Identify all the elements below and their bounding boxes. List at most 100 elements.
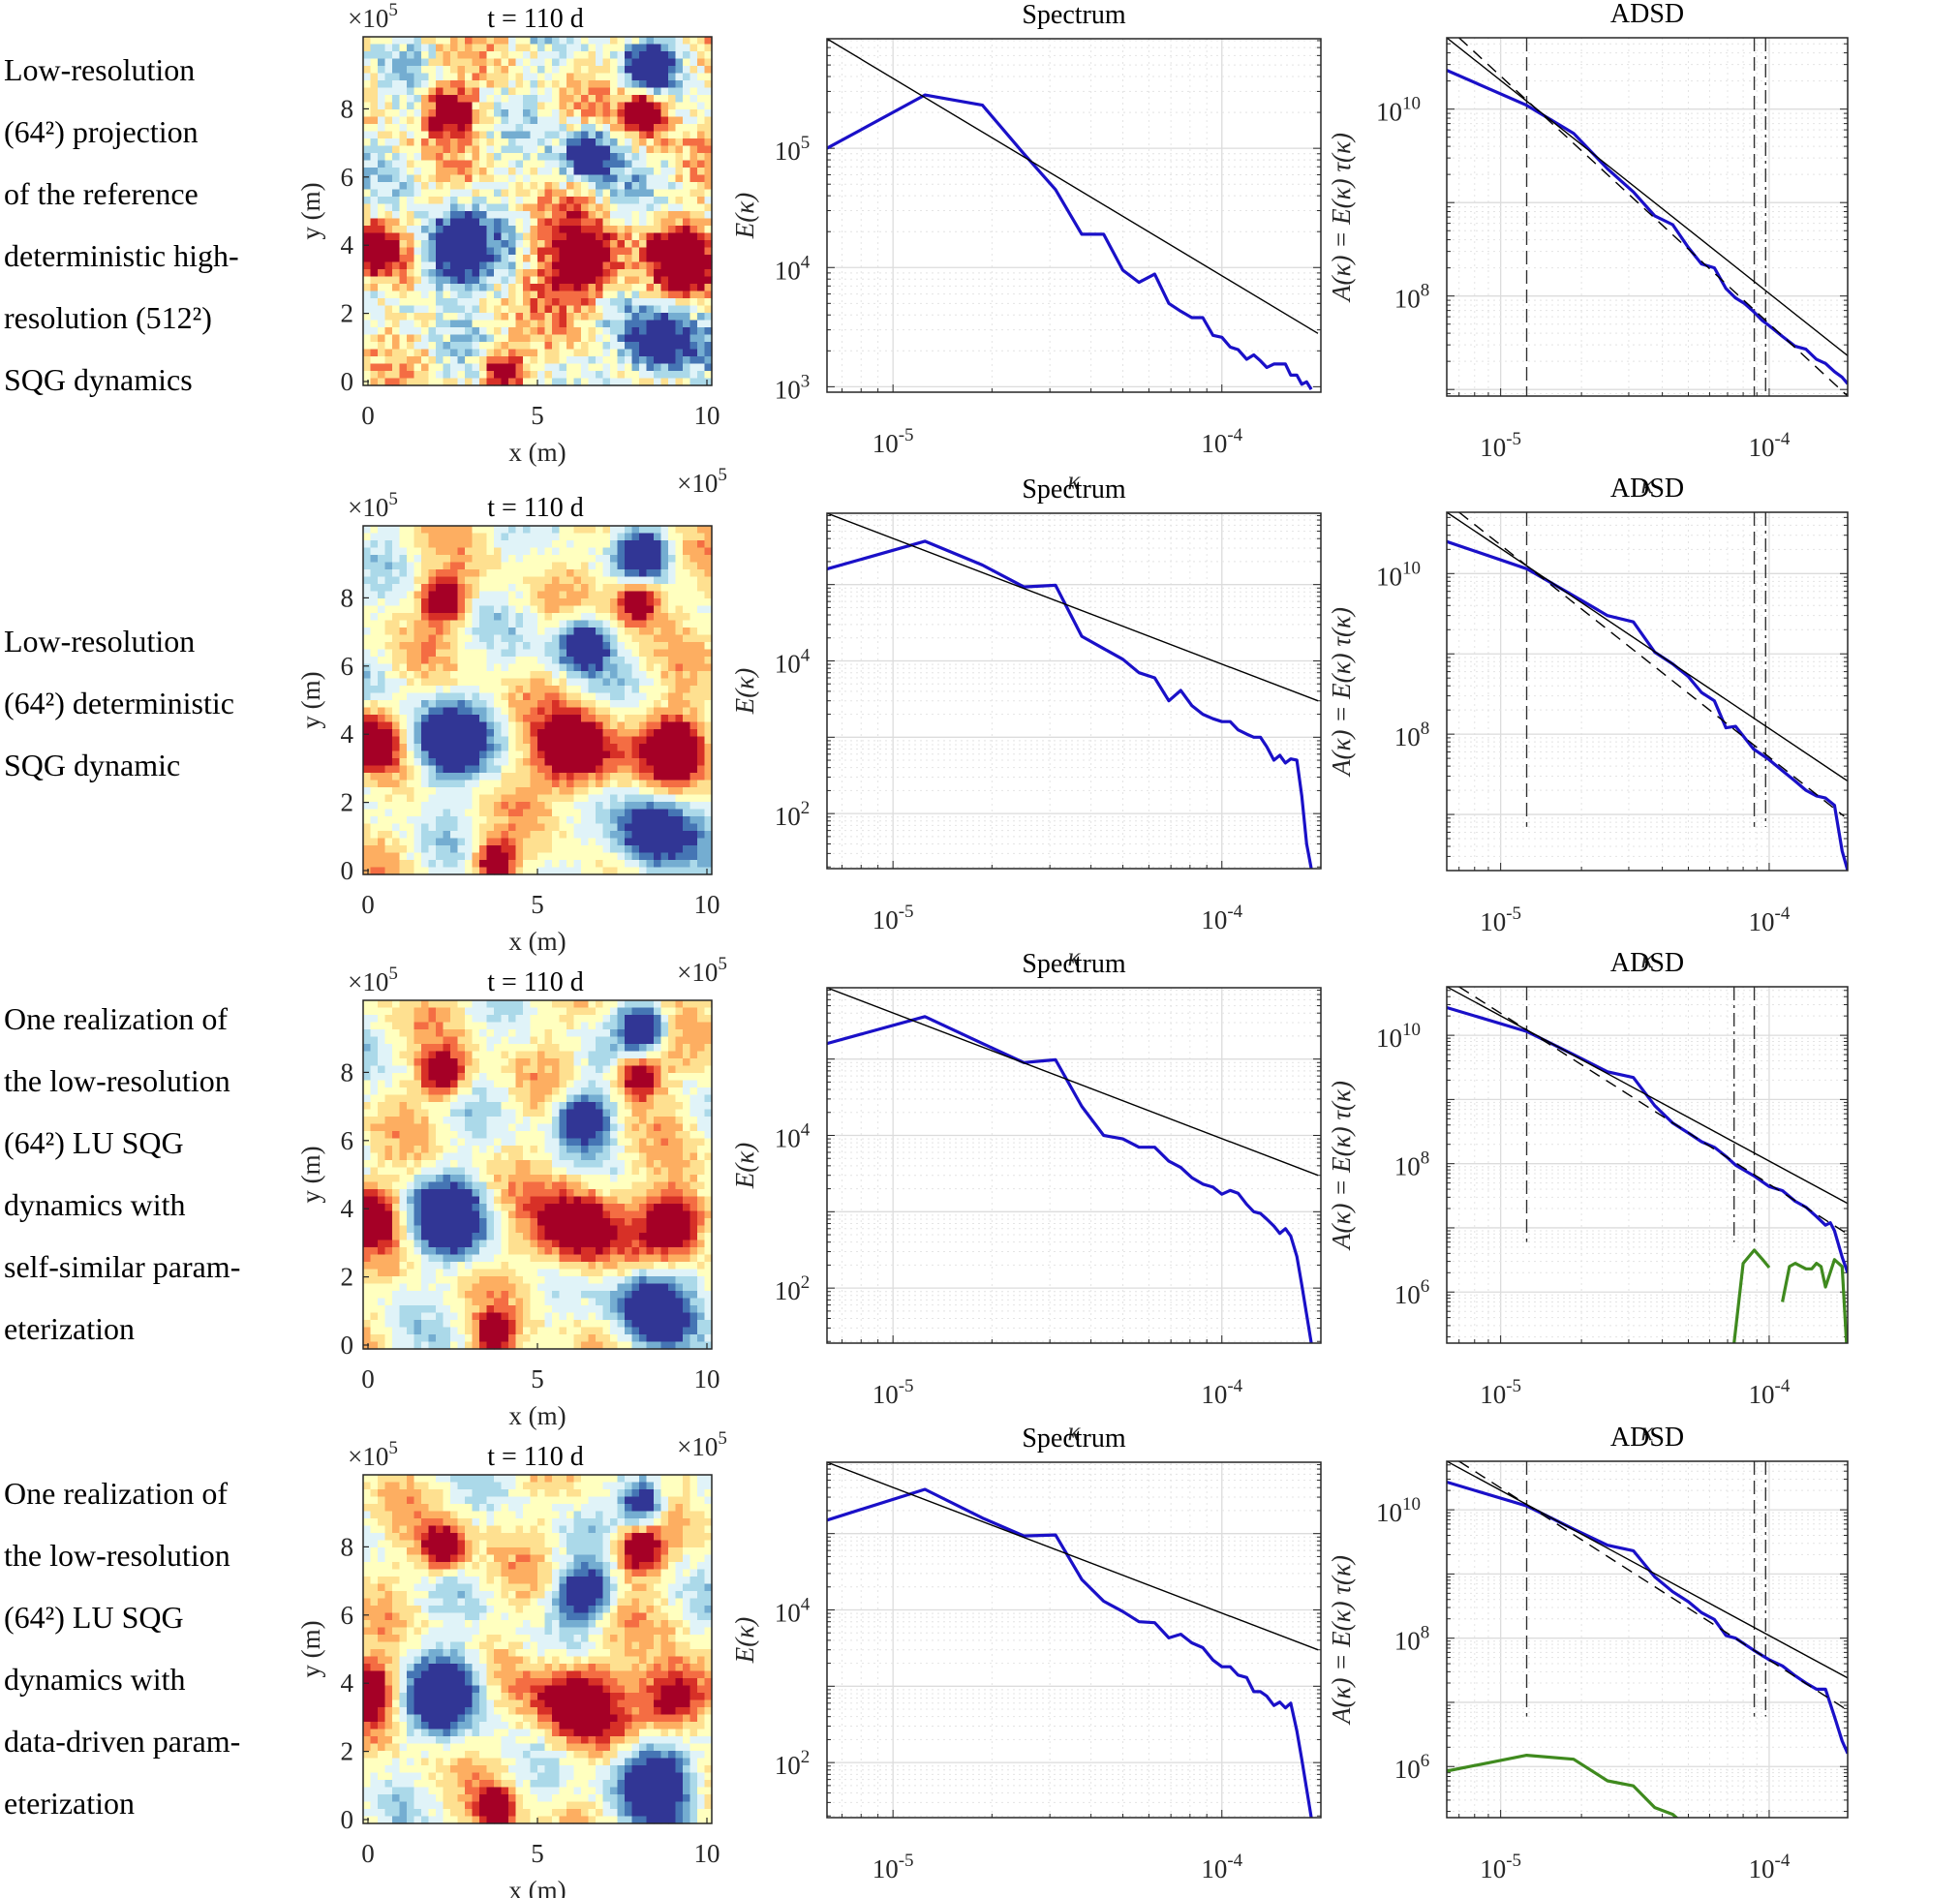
heatmap-cell	[596, 526, 604, 535]
heatmap-cell	[581, 526, 590, 535]
heatmap-cell	[501, 555, 509, 564]
heatmap-cell	[508, 124, 517, 133]
heatmap-cell	[370, 773, 379, 781]
heatmap-cell	[581, 787, 590, 796]
heatmap-cell	[399, 109, 408, 118]
heatmap-cell	[363, 845, 372, 854]
heatmap-cell	[610, 794, 619, 803]
heatmap-cell	[413, 298, 422, 307]
heatmap-cell	[515, 584, 524, 593]
heatmap-cell	[610, 628, 619, 636]
heatmap-cell	[370, 1065, 379, 1074]
heatmap-cell	[530, 87, 538, 96]
heatmap-cell	[428, 124, 437, 133]
heatmap-cell	[479, 276, 488, 285]
heatmap-cell	[596, 261, 604, 270]
heatmap-cell	[596, 584, 604, 593]
heatmap-cell	[625, 692, 633, 701]
heatmap-cell	[384, 649, 393, 658]
heatmap-cell	[552, 721, 561, 730]
heatmap-cell	[552, 533, 561, 541]
heatmap-cell	[399, 334, 408, 343]
heatmap-cell	[407, 1036, 415, 1045]
heatmap-cell	[472, 203, 480, 212]
heatmap-cell	[515, 686, 524, 694]
heatmap-cell	[567, 87, 575, 96]
heatmap-cell	[704, 823, 713, 832]
heatmap-cell	[428, 765, 437, 774]
heatmap-cell	[508, 736, 517, 745]
heatmap-cell	[530, 794, 538, 803]
heatmap-cell	[530, 109, 538, 118]
heatmap-cell	[610, 620, 619, 628]
heatmap-cell	[436, 794, 444, 803]
heatmap-cell	[421, 284, 430, 292]
heatmap-cell	[501, 276, 509, 285]
heatmap-cell	[363, 671, 372, 680]
heatmap-cell	[625, 845, 633, 854]
heatmap-cell	[704, 707, 713, 716]
heatmap-cell	[697, 109, 706, 118]
heatmap-cell	[567, 758, 575, 767]
heatmap-cell	[704, 598, 713, 607]
heatmap-cell	[683, 284, 691, 292]
heatmap-cell	[523, 526, 532, 535]
heatmap-cell	[472, 218, 480, 227]
heatmap-cell	[530, 707, 538, 716]
heatmap-cell	[465, 320, 474, 328]
heatmap-cell	[530, 189, 538, 198]
heatmap-cell	[559, 576, 567, 585]
heatmap-cell	[683, 831, 691, 840]
heatmap-cell	[668, 809, 677, 817]
heatmap-cell	[523, 634, 532, 643]
heatmap-cell	[581, 838, 590, 846]
heatmap-cell	[573, 787, 582, 796]
heatmap-cell	[596, 686, 604, 694]
heatmap-cell	[689, 378, 698, 386]
heatmap-cell	[610, 707, 619, 716]
heatmap-cell	[689, 758, 698, 767]
heatmap-cell	[602, 138, 611, 147]
heatmap-cell	[617, 80, 626, 89]
heatmap-cell	[625, 547, 633, 556]
heatmap-cell	[378, 1298, 386, 1306]
heatmap-cell	[399, 1341, 408, 1350]
heatmap-cell	[465, 657, 474, 665]
heatmap-cell	[407, 686, 415, 694]
caption-line: the low-resolution	[4, 1538, 230, 1573]
heatmap-cell	[370, 356, 379, 365]
heatmap-cell	[596, 692, 604, 701]
heatmap-cell	[465, 261, 474, 270]
heatmap-cell	[697, 327, 706, 336]
heatmap-cell	[654, 540, 662, 549]
heatmap-cell	[602, 145, 611, 154]
heatmap-cell	[537, 823, 546, 832]
heatmap-cell	[602, 736, 611, 745]
heatmap-cell	[617, 533, 626, 541]
heatmap-cell	[544, 758, 553, 767]
heatmap-cell	[544, 663, 553, 672]
heatmap-cell	[421, 852, 430, 861]
heatmap-cell	[552, 657, 561, 665]
heatmap-cell	[370, 1262, 379, 1270]
heatmap-cell	[552, 547, 561, 556]
heatmap-cell	[639, 95, 648, 104]
heatmap-cell	[457, 773, 466, 781]
heatmap-cell	[683, 66, 691, 75]
heatmap-cell	[617, 102, 626, 110]
heatmap-cell	[508, 261, 517, 270]
heatmap-cell	[704, 802, 713, 811]
heatmap-cell	[639, 576, 648, 585]
heatmap-cell	[392, 1007, 401, 1016]
heatmap-cell	[465, 686, 474, 694]
heatmap-cell	[625, 628, 633, 636]
heatmap-cell	[370, 642, 379, 651]
heatmap-cell	[413, 605, 422, 614]
heatmap-cell	[537, 363, 546, 372]
heatmap-cell	[544, 605, 553, 614]
heatmap-cell	[617, 686, 626, 694]
heatmap-cell	[588, 584, 597, 593]
heatmap-cell	[384, 657, 393, 665]
heatmap-cell	[515, 715, 524, 723]
heatmap-cell	[363, 320, 372, 328]
